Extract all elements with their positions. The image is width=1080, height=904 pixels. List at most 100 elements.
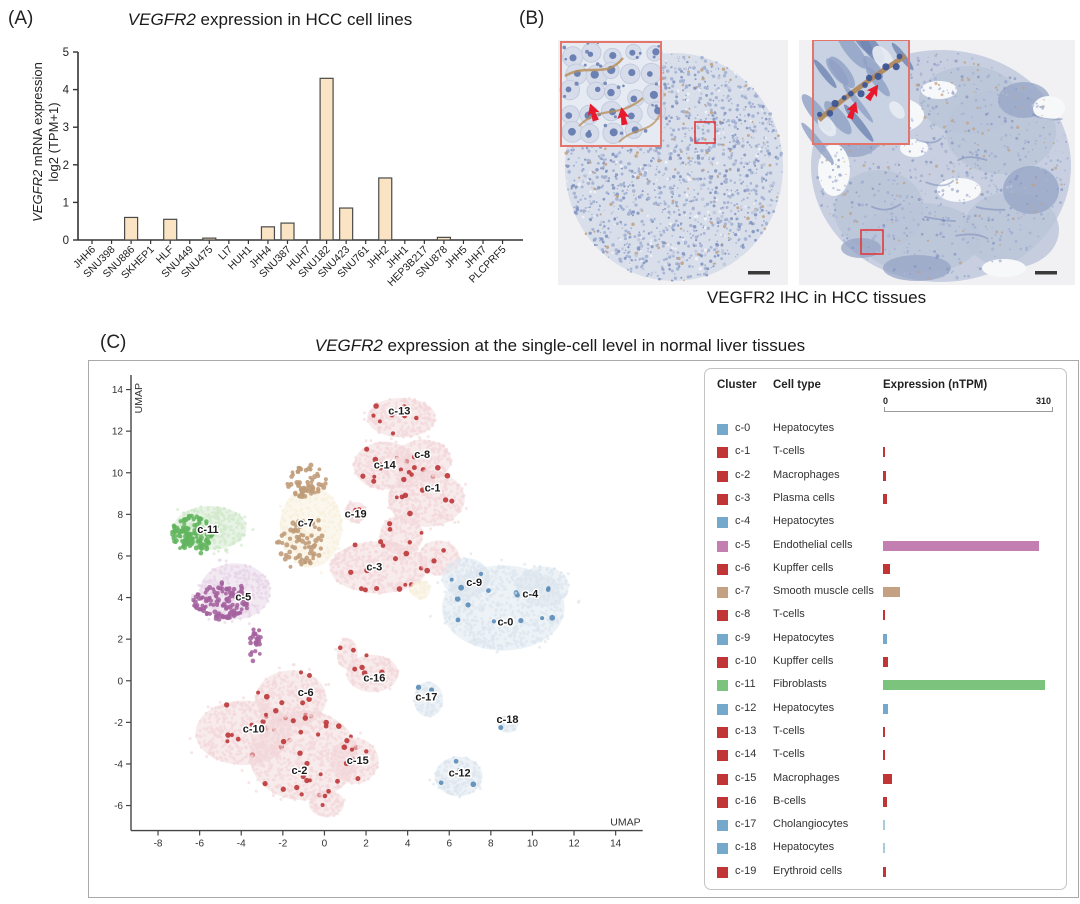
expression-bar-c-7 xyxy=(883,587,901,598)
umap-cluster-label-c-7: c-7 xyxy=(298,518,314,530)
cluster-id: c-11 xyxy=(735,678,756,691)
cluster-swatch-c-18 xyxy=(717,843,728,855)
cluster-swatch-c-17 xyxy=(717,820,728,832)
bar-chart: 012345JHH6SNU398SNU886SKHEP1HLFSNU449SNU… xyxy=(30,47,523,289)
cluster-swatch-c-14 xyxy=(717,750,728,762)
legend-row-c-1: c-1 T-cells xyxy=(705,444,1068,464)
cluster-cell-type: Endothelial cells xyxy=(773,538,853,551)
cluster-cell-type: Smooth muscle cells xyxy=(773,585,874,598)
umap-cluster-label-c-5: c-5 xyxy=(235,592,251,604)
cluster-swatch-c-6 xyxy=(717,563,728,575)
umap-cluster-label-c-11: c-11 xyxy=(197,524,218,536)
legend-row-c-2: c-2 Macrophages xyxy=(705,468,1068,488)
panel-c-title-rest: expression at the single-cell level in n… xyxy=(382,336,806,355)
cluster-swatch-c-10 xyxy=(717,657,728,668)
cluster-cell-type: Kupffer cells xyxy=(773,655,834,667)
cluster-id: c-1 xyxy=(735,445,751,458)
cluster-swatch-c-0 xyxy=(717,424,728,435)
svg-text:4: 4 xyxy=(63,85,70,97)
umap-cluster-label-c-17: c-17 xyxy=(415,691,437,703)
umap-cluster-label-c-6: c-6 xyxy=(298,687,314,699)
expression-bar-c-5 xyxy=(883,540,1040,551)
umap-cluster-label-c-8: c-8 xyxy=(414,449,430,461)
legend-row-c-11: c-11 Fibroblasts xyxy=(705,677,1068,697)
svg-text:VEGFR2 mRNA expression: VEGFR2 mRNA expression xyxy=(30,62,45,222)
svg-text:0: 0 xyxy=(63,235,69,247)
cluster-cell-type: Hepatocytes xyxy=(773,631,835,644)
cluster-id: c-3 xyxy=(735,491,751,504)
panel-c-title-gene: VEGFR2 xyxy=(314,336,383,355)
panel-c-title: VEGFR2 expression at the single-cell lev… xyxy=(190,336,930,356)
svg-text:3: 3 xyxy=(63,122,69,134)
cluster-swatch-c-16 xyxy=(717,796,728,808)
panel-c-label: (C) xyxy=(100,332,127,353)
expression-bar-c-3 xyxy=(883,493,888,504)
cluster-id: c-0 xyxy=(735,422,751,434)
cluster-swatch-c-8 xyxy=(717,610,728,622)
legend-scale-min: 0 xyxy=(883,396,889,406)
legend-row-c-3: c-3 Plasma cells xyxy=(705,491,1068,511)
legend-row-c-17: c-17 Cholangiocytes xyxy=(705,817,1068,837)
umap-cluster-label-c-18: c-18 xyxy=(496,714,518,726)
expression-bar-c-1 xyxy=(883,447,885,458)
cluster-swatch-c-5 xyxy=(717,540,728,552)
cluster-swatch-c-12 xyxy=(717,703,728,715)
umap-cluster-label-c-14: c-14 xyxy=(374,459,397,471)
panel-c-frame: -6 -4 -2 0 2 4 6 8 10 12 14 -8 -6 -4 -2 0 2 4 6 8 10 12 14 UMAP… xyxy=(88,360,1079,898)
expression-bar-c-15 xyxy=(883,773,892,784)
legend-row-c-4: c-4 Hepatocytes xyxy=(705,514,1068,534)
umap-cluster-label-c-4: c-4 xyxy=(522,588,539,600)
ihc-image-1 xyxy=(558,40,788,285)
panel-a-label: (A) xyxy=(8,8,34,29)
umap-cluster-label-c-13: c-13 xyxy=(388,405,410,417)
expression-bar-c-8 xyxy=(883,610,885,621)
umap-cluster-label-c-10: c-10 xyxy=(243,724,265,736)
cluster-swatch-c-15 xyxy=(717,773,728,785)
cluster-id: c-7 xyxy=(735,585,751,598)
cluster-cell-type: Hepatocytes xyxy=(773,422,835,434)
umap-cluster-label-c-9: c-9 xyxy=(466,577,482,589)
cluster-cell-type: Erythroid cells xyxy=(773,864,843,877)
legend-scale-max: 310 xyxy=(1035,396,1051,406)
expression-bar-c-11 xyxy=(883,680,1045,691)
cluster-id: c-8 xyxy=(735,608,751,621)
cluster-swatch-c-19 xyxy=(717,866,728,878)
cluster-swatch-c-13 xyxy=(717,726,728,738)
expression-bar-c-13 xyxy=(883,726,885,737)
cluster-swatch-c-4 xyxy=(717,517,728,529)
legend-scale-bracket xyxy=(884,407,1053,412)
cluster-cell-type: Macrophages xyxy=(773,468,840,481)
legend-header-expression: Expression (nTPM) xyxy=(883,379,988,391)
cluster-cell-type: T-cells xyxy=(773,608,805,621)
cluster-legend: Cluster Cell type Expression (nTPM) 0 31… xyxy=(704,368,1067,890)
legend-row-c-15: c-15 Macrophages xyxy=(705,771,1068,791)
cluster-cell-type: Cholangiocytes xyxy=(773,818,849,831)
cluster-cell-type: T-cells xyxy=(773,748,805,761)
legend-row-c-5: c-5 Endothelial cells xyxy=(705,538,1068,558)
cluster-id: c-15 xyxy=(735,771,757,784)
legend-row-c-14: c-14 T-cells xyxy=(705,747,1068,767)
expression-bar-c-17 xyxy=(883,820,885,831)
cluster-cell-type: Kupffer cells xyxy=(773,561,834,574)
umap-cluster-label-c-2: c-2 xyxy=(292,765,308,777)
umap-cluster-label-c-3: c-3 xyxy=(366,561,382,573)
expression-bar-c-2 xyxy=(883,470,886,481)
cluster-id: c-2 xyxy=(735,468,751,481)
umap-cluster-label-c-0: c-0 xyxy=(497,616,513,628)
cluster-id: c-13 xyxy=(735,724,757,737)
umap-cluster-label-c-16: c-16 xyxy=(363,673,385,685)
panel-b-label: (B) xyxy=(519,8,545,29)
expression-bar-c-16 xyxy=(883,796,888,807)
cluster-id: c-12 xyxy=(735,701,757,714)
cluster-id: c-4 xyxy=(735,515,751,528)
svg-text:1: 1 xyxy=(63,197,69,209)
expression-bar-c-18 xyxy=(883,843,885,854)
cluster-id: c-5 xyxy=(735,538,751,551)
expression-bar-c-12 xyxy=(883,703,888,714)
legend-rows: c-0 Hepatocytes c-1 T-cells c-2 Macrophages c-… xyxy=(705,421,1068,887)
expression-bar-c-6 xyxy=(883,563,890,574)
cluster-id: c-17 xyxy=(735,818,757,831)
cluster-swatch-c-2 xyxy=(717,470,728,482)
ihc-image-2 xyxy=(799,40,1075,285)
